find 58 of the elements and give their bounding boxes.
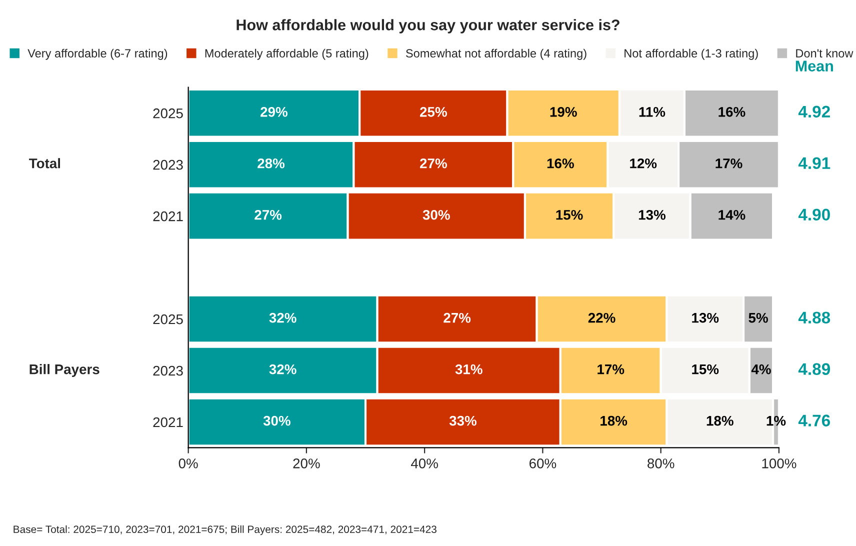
data-label: 27% [420,158,447,168]
y-tick-label: 2025 [153,314,183,324]
text: 4.91 [798,157,830,170]
data-label: 27% [254,210,282,220]
chart-title: How affordable would you say your water service is? [236,19,620,34]
data-label: 16% [547,158,574,168]
data-label: 28% [258,158,285,168]
x-tick-label: 100% [762,458,796,468]
legend-label: Very affordable (6-7 rating) [28,48,168,60]
x-tick-label: 60% [530,458,556,468]
data-label: 4% [751,364,771,374]
data-label: 15% [556,210,583,220]
data-label: 13% [638,210,666,220]
data-label: 27% [444,312,471,323]
data-label: 30% [263,416,290,426]
data-label: 12% [630,158,657,168]
legend-label: Moderately affordable (5 rating) [205,48,368,60]
data-label: 1% [766,416,786,426]
y-tick-label: 2023 [153,366,183,376]
data-label: 29% [260,106,288,117]
data-label: 30% [422,210,450,220]
text: Bill Payers [30,364,100,377]
data-label: 5% [748,312,768,323]
text: 4.88 [798,312,830,324]
text: 4.90 [798,208,830,221]
data-label: 19% [550,106,577,117]
x-tick-label: 0% [178,458,198,468]
data-label: 16% [718,106,746,117]
x-tick-label: 80% [648,458,674,468]
data-label: 33% [449,416,476,426]
y-tick-label: 2023 [153,160,183,170]
x-tick-label: 20% [293,458,320,468]
data-label: 25% [420,106,447,117]
data-label: 32% [269,364,296,374]
data-label: 32% [269,312,296,323]
text: 4.89 [798,363,830,375]
data-label: 18% [706,416,734,426]
data-label: 14% [718,210,746,220]
data-label: 18% [600,416,628,426]
data-label: 13% [692,312,719,323]
text: Base= Total: 2025=710, 2023=701, 2021=675; Bill Payers: 2025=482, 2023=471, 2021=423 [14,525,436,536]
y-tick-label: 2021 [153,417,183,428]
y-tick-label: 2025 [153,108,183,118]
data-label: 15% [692,364,719,374]
x-tick-label: 40% [410,458,438,468]
data-label: 31% [455,364,482,374]
text: 4.92 [798,106,830,118]
data-label: 17% [716,158,742,168]
y-tick-label: 2021 [153,211,183,222]
data-label: 22% [588,312,616,323]
data-label: 17% [598,364,624,374]
data-label: 11% [639,107,666,117]
text: Mean [796,60,833,72]
text: 4.76 [798,414,830,426]
text: Total [29,158,60,168]
legend-label: Not affordable (1-3 rating) [624,48,758,60]
legend-label: Somewhat not affordable (4 rating) [406,48,586,60]
legend-label: Don't know [796,48,854,58]
